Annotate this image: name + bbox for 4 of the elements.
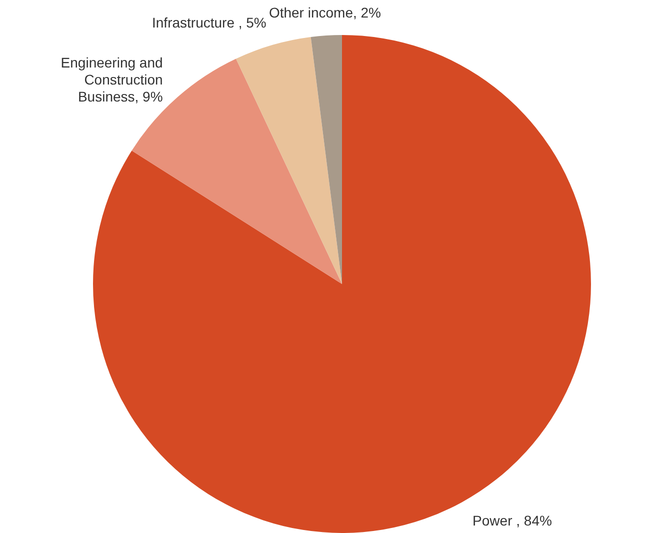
slice-label: Other income, 2% [268, 4, 382, 20]
slice-label: Engineering and Construction Business, 9% [60, 54, 163, 105]
slice-label: Infrastructure , 5% [152, 14, 266, 31]
slice-label: Power , 84% [472, 512, 552, 528]
